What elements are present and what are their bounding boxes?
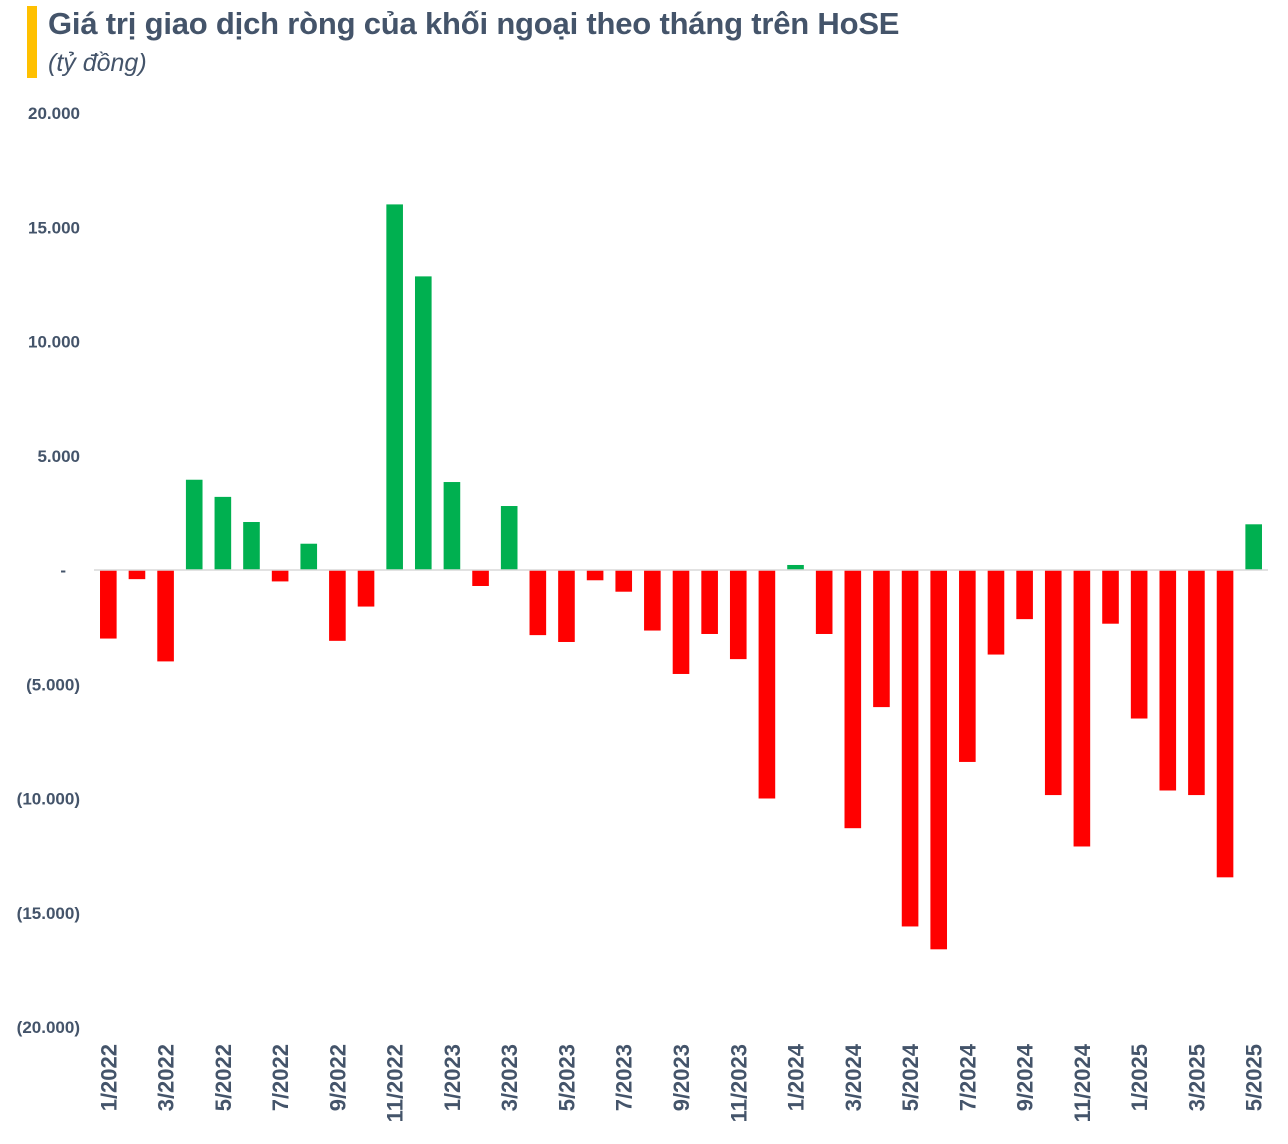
y-tick-label: 15.000	[28, 218, 80, 237]
bar-4-2022	[185, 479, 203, 570]
y-tick-label: -	[60, 561, 66, 580]
y-tick-label: 10.000	[28, 333, 80, 352]
bar-12-2023	[758, 570, 776, 799]
x-tick-label: 9/2022	[325, 1044, 350, 1111]
bar-7-2023	[615, 570, 633, 592]
x-tick-label: 11/2023	[726, 1044, 751, 1122]
x-tick-label: 5/2023	[554, 1044, 579, 1111]
bar-3-2024	[844, 570, 862, 829]
bar-10-2022	[357, 570, 375, 607]
bar-2-2023	[472, 570, 489, 586]
bar-6-2022	[243, 522, 260, 570]
x-tick-label: 5/2022	[211, 1044, 236, 1111]
bar-1-2022	[100, 570, 117, 639]
bar-7-2024	[959, 570, 976, 762]
x-tick-label: 7/2024	[955, 1043, 980, 1111]
bar-11-2023	[729, 570, 747, 660]
bar-2-2024	[815, 570, 833, 634]
x-tick-label: 9/2023	[669, 1044, 694, 1111]
x-tick-label: 7/2022	[268, 1044, 293, 1111]
x-tick-label: 5/2025	[1242, 1044, 1267, 1111]
bar-5-2022	[214, 496, 232, 570]
bar-4-2024	[873, 570, 890, 708]
bar-4-2023	[529, 570, 547, 636]
x-tick-label: 1/2024	[784, 1043, 809, 1111]
bar-10-2024	[1044, 570, 1062, 796]
bar-7-2022	[271, 570, 289, 582]
x-tick-label: 1/2025	[1127, 1044, 1152, 1111]
bar-8-2024	[987, 570, 1005, 655]
bar-8-2022	[300, 543, 318, 570]
x-tick-label: 5/2024	[898, 1043, 923, 1111]
bar-9-2024	[1016, 570, 1033, 620]
x-tick-label: 9/2024	[1013, 1043, 1038, 1111]
x-tick-label: 3/2024	[841, 1043, 866, 1111]
x-tick-label: 3/2022	[154, 1044, 179, 1111]
bar-6-2023	[586, 570, 604, 581]
title-accent-bar	[27, 6, 37, 78]
bar-3-2023	[500, 506, 518, 570]
bar-6-2024	[930, 570, 948, 950]
x-tick-label: 1/2022	[96, 1044, 121, 1111]
bar-8-2023	[644, 570, 661, 631]
x-axis-labels: 1/2022 3/2022 5/2022 7/2022 9/2022 11/2022 1/2…	[96, 1043, 1266, 1122]
y-tick-label: (5.000)	[26, 675, 80, 694]
bar-3-2025	[1188, 570, 1205, 796]
y-tick-label: 20.000	[28, 104, 80, 123]
x-tick-label: 3/2025	[1184, 1044, 1209, 1111]
bar-5-2025	[1245, 524, 1262, 570]
y-tick-label: (15.000)	[17, 904, 80, 923]
bar-10-2023	[701, 570, 718, 634]
bar-11-2024	[1073, 570, 1091, 847]
chart-title: Giá trị giao dịch ròng của khối ngoại th…	[48, 6, 900, 41]
bar-5-2024	[901, 570, 919, 927]
y-tick-label: 5.000	[37, 447, 80, 466]
bar-1-2023	[443, 482, 461, 570]
bar-2-2022	[128, 570, 146, 580]
bar-4-2025	[1216, 570, 1234, 878]
bars-group	[100, 204, 1262, 950]
x-tick-label: 1/2023	[440, 1044, 465, 1111]
x-tick-label: 11/2022	[383, 1044, 408, 1122]
bar-2-2025	[1159, 570, 1177, 791]
y-tick-label: (10.000)	[17, 790, 80, 809]
bar-3-2022	[157, 570, 174, 662]
bar-12-2024	[1102, 570, 1119, 624]
bar-12-2022	[414, 276, 432, 570]
bar-9-2023	[672, 570, 690, 674]
x-tick-label: 3/2023	[497, 1044, 522, 1111]
bar-9-2022	[329, 570, 346, 641]
bar-11-2022	[386, 204, 403, 570]
y-axis-labels: 20.000 15.000 10.000 5.000 - (5.000) (10.000) (…	[17, 104, 80, 1037]
chart-subtitle: (tỷ đồng)	[48, 49, 147, 77]
y-tick-label: (20.000)	[17, 1018, 80, 1037]
bar-1-2025	[1130, 570, 1148, 719]
x-tick-label: 11/2024	[1070, 1043, 1095, 1122]
bar-5-2023	[558, 570, 575, 642]
x-tick-label: 7/2023	[612, 1044, 637, 1111]
bar-1-2024	[787, 564, 804, 570]
